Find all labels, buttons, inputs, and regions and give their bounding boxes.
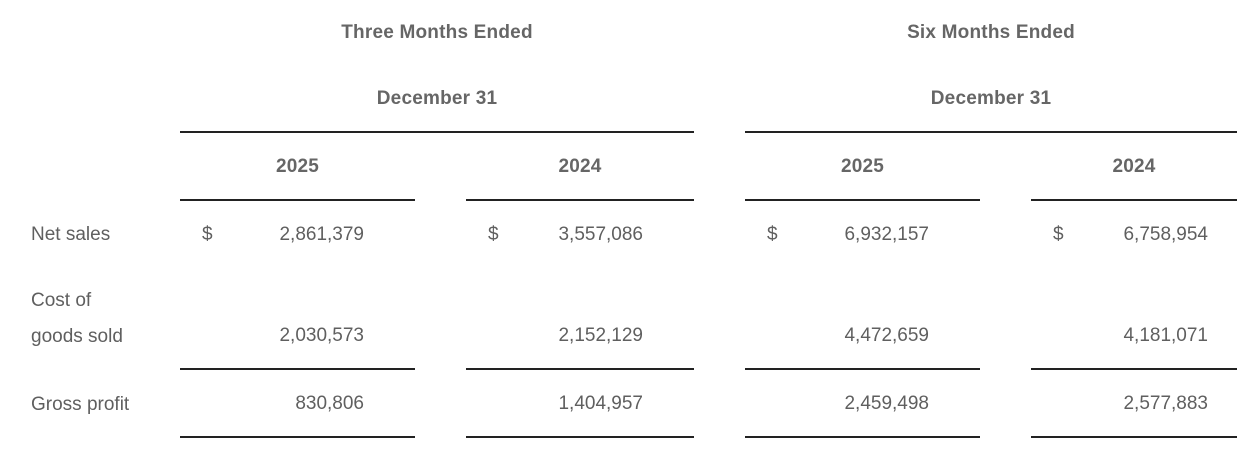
net-sales-value: 6,932,157 — [844, 224, 929, 245]
column-header-rule — [745, 199, 980, 201]
net-sales-value: 2,861,379 — [279, 224, 364, 245]
column-header-year: 2025 — [275, 156, 320, 177]
subtotal-rule — [180, 368, 415, 370]
total-rule — [180, 436, 415, 438]
net-sales-value: 3,557,086 — [558, 224, 643, 245]
column-header-rule — [466, 199, 694, 201]
column-header-rule — [1031, 199, 1237, 201]
column-header-rule — [180, 199, 415, 201]
cost-of-goods-sold-value: 2,152,129 — [558, 325, 643, 346]
currency-symbol: $ — [202, 224, 213, 245]
six-months-header-rule — [745, 131, 1237, 133]
six-months-period-header: December 31 — [930, 88, 1052, 109]
cost-of-goods-sold-value: 4,181,071 — [1123, 325, 1208, 346]
column-header-year: 2025 — [840, 156, 885, 177]
cost-of-goods-sold-value: 2,030,573 — [279, 325, 364, 346]
subtotal-rule — [745, 368, 980, 370]
six-months-ended-header: Six Months Ended — [907, 22, 1075, 43]
currency-symbol: $ — [488, 224, 499, 245]
gross-profit-value: 2,577,883 — [1123, 393, 1208, 414]
total-rule — [1031, 436, 1237, 438]
row-label-gross-profit: Gross profit — [31, 394, 130, 415]
three-months-period-header: December 31 — [376, 88, 498, 109]
column-header-year: 2024 — [1112, 156, 1156, 177]
subtotal-rule — [466, 368, 694, 370]
three-months-header-rule — [180, 131, 694, 133]
column-header-year: 2024 — [558, 156, 602, 177]
total-rule — [466, 436, 694, 438]
currency-symbol: $ — [767, 224, 778, 245]
subtotal-rule — [1031, 368, 1237, 370]
three-months-ended-header: Three Months Ended — [341, 22, 533, 43]
row-label-cost-of-goods-sold-line1: Cost of — [31, 290, 92, 311]
cost-of-goods-sold-value: 4,472,659 — [844, 325, 929, 346]
gross-profit-value: 2,459,498 — [844, 393, 929, 414]
gross-profit-value: 1,404,957 — [558, 393, 643, 414]
gross-profit-value: 830,806 — [295, 393, 364, 414]
total-rule — [745, 436, 980, 438]
net-sales-value: 6,758,954 — [1123, 224, 1208, 245]
row-label-net-sales: Net sales — [31, 224, 111, 245]
currency-symbol: $ — [1053, 224, 1064, 245]
row-label-cost-of-goods-sold-line2: goods sold — [31, 326, 123, 347]
